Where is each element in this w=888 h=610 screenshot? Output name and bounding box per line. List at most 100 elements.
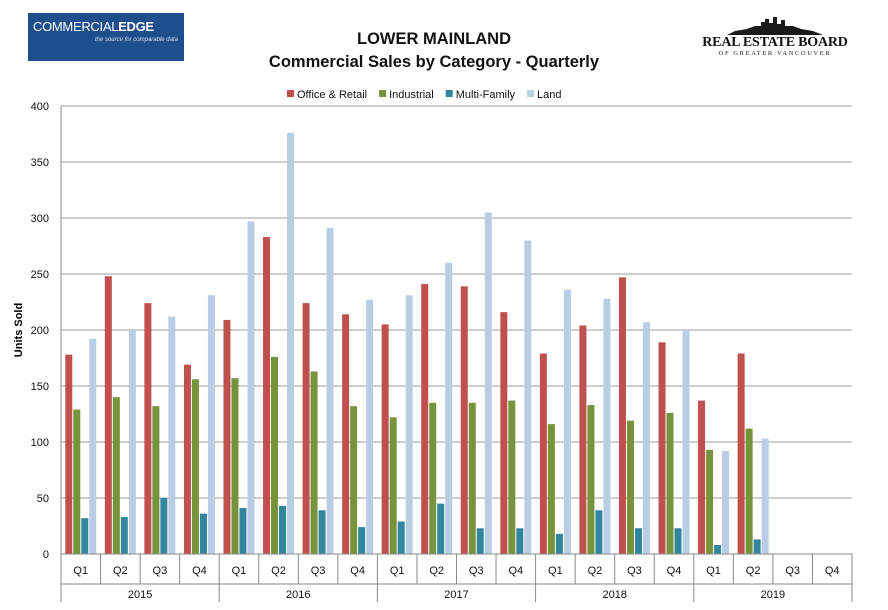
- bar: [271, 356, 279, 554]
- bar: [666, 412, 674, 554]
- bar: [191, 379, 199, 554]
- x-year-label: 2015: [128, 589, 152, 601]
- bar: [358, 527, 366, 554]
- bar: [722, 450, 730, 554]
- commercial-edge-tagline: the source for comparable data: [94, 37, 178, 43]
- x-tick-label: Q2: [429, 565, 444, 577]
- bar: [239, 508, 247, 554]
- bar: [342, 314, 350, 554]
- bar: [81, 518, 89, 554]
- bar: [120, 517, 128, 554]
- y-tick-label: 350: [31, 157, 49, 169]
- x-year-label: 2018: [602, 589, 626, 601]
- bar: [73, 409, 81, 554]
- bar: [318, 510, 326, 554]
- y-tick-label: 250: [31, 269, 49, 281]
- x-tick-label: Q1: [73, 565, 88, 577]
- bar: [287, 132, 295, 554]
- real-estate-board-logo: REAL ESTATE BOARD OF GREATER VANCOUVER: [700, 14, 850, 64]
- x-year-label: 2019: [761, 589, 785, 601]
- real-estate-board-name: REAL ESTATE BOARD: [702, 35, 848, 50]
- bar: [183, 364, 191, 554]
- chart-gridlines: [61, 105, 852, 555]
- x-tick-label: Q2: [271, 565, 286, 577]
- chart-bars: [65, 132, 769, 555]
- bar: [634, 528, 642, 554]
- bar: [500, 312, 508, 554]
- chart-legend: Office & Retail Industrial Multi-Family Lan…: [287, 89, 562, 101]
- bar: [310, 371, 318, 554]
- y-tick-label: 300: [31, 213, 49, 225]
- bar: [152, 406, 160, 554]
- bar: [112, 397, 120, 554]
- bar: [682, 330, 690, 554]
- y-axis-label: Units Sold: [13, 303, 25, 357]
- bar: [429, 402, 437, 554]
- bar: [350, 406, 358, 554]
- legend-label: Land: [537, 89, 561, 101]
- bar: [626, 420, 634, 554]
- legend-swatch: [287, 90, 294, 97]
- city-skyline-icon: [727, 17, 823, 35]
- bar: [761, 438, 769, 554]
- bar: [405, 295, 413, 554]
- bar: [698, 400, 706, 554]
- y-axis: 0 50 100 150 200 250 300 350 400: [31, 101, 62, 561]
- bar: [595, 510, 603, 554]
- chart-title-line2: Commercial Sales by Category - Quarterly: [268, 53, 600, 71]
- bar: [381, 324, 389, 554]
- real-estate-board-sub: OF GREATER VANCOUVER: [718, 50, 832, 57]
- bar: [539, 353, 547, 554]
- bar: [263, 237, 271, 555]
- legend-swatch: [527, 90, 535, 97]
- bar: [231, 378, 239, 554]
- y-tick-label: 200: [31, 325, 49, 337]
- legend-label: Office & Retail: [297, 89, 367, 101]
- bar: [476, 528, 484, 554]
- y-tick-label: 0: [43, 549, 49, 561]
- bar: [587, 405, 595, 554]
- y-tick-label: 150: [31, 381, 49, 393]
- bar: [389, 417, 397, 554]
- chart-title-line1: LOWER MAINLAND: [357, 30, 511, 48]
- bar: [302, 303, 310, 554]
- x-tick-label: Q2: [113, 565, 128, 577]
- bar: [445, 262, 453, 554]
- bar: [706, 449, 714, 554]
- x-tick-label: Q3: [469, 565, 484, 577]
- bar: [460, 286, 468, 554]
- bar: [555, 533, 563, 554]
- commercial-edge-logo: COMMERCIALEDGE the source for comparable…: [28, 13, 184, 61]
- bar: [516, 528, 524, 554]
- x-tick-label: Q1: [232, 565, 247, 577]
- x-tick-label: Q4: [508, 565, 523, 577]
- bar: [468, 402, 476, 554]
- bar: [603, 298, 611, 554]
- bar: [247, 221, 255, 555]
- x-tick-label: Q3: [311, 565, 326, 577]
- y-tick-label: 400: [31, 101, 49, 113]
- bar: [128, 330, 136, 554]
- bar: [714, 545, 722, 554]
- x-tick-label: Q1: [390, 565, 405, 577]
- bar: [674, 528, 682, 554]
- x-year-label: 2016: [286, 589, 310, 601]
- bar: [65, 354, 73, 554]
- bar: [104, 276, 112, 554]
- chart-title: LOWER MAINLAND Commercial Sales by Categ…: [200, 28, 668, 74]
- bar: [618, 277, 626, 554]
- x-tick-label: Q2: [588, 565, 603, 577]
- x-tick-label: Q1: [706, 565, 721, 577]
- y-tick-label: 50: [37, 493, 49, 505]
- x-year-label: 2017: [444, 589, 468, 601]
- x-axis: Q1 Q2 Q3 Q4 Q1 Q2 Q3 Q4 Q1 Q2 Q3 Q4 Q1 Q2 Q3 Q4 Q1 Q2 Q3 Q4…: [60, 553, 853, 602]
- x-tick-label: Q3: [627, 565, 642, 577]
- bar: [524, 240, 532, 554]
- bar: [547, 424, 555, 554]
- legend-label: Industrial: [389, 89, 434, 101]
- bar: [437, 503, 445, 554]
- bar: [207, 295, 215, 554]
- legend-swatch: [379, 90, 387, 97]
- bar: [642, 322, 650, 554]
